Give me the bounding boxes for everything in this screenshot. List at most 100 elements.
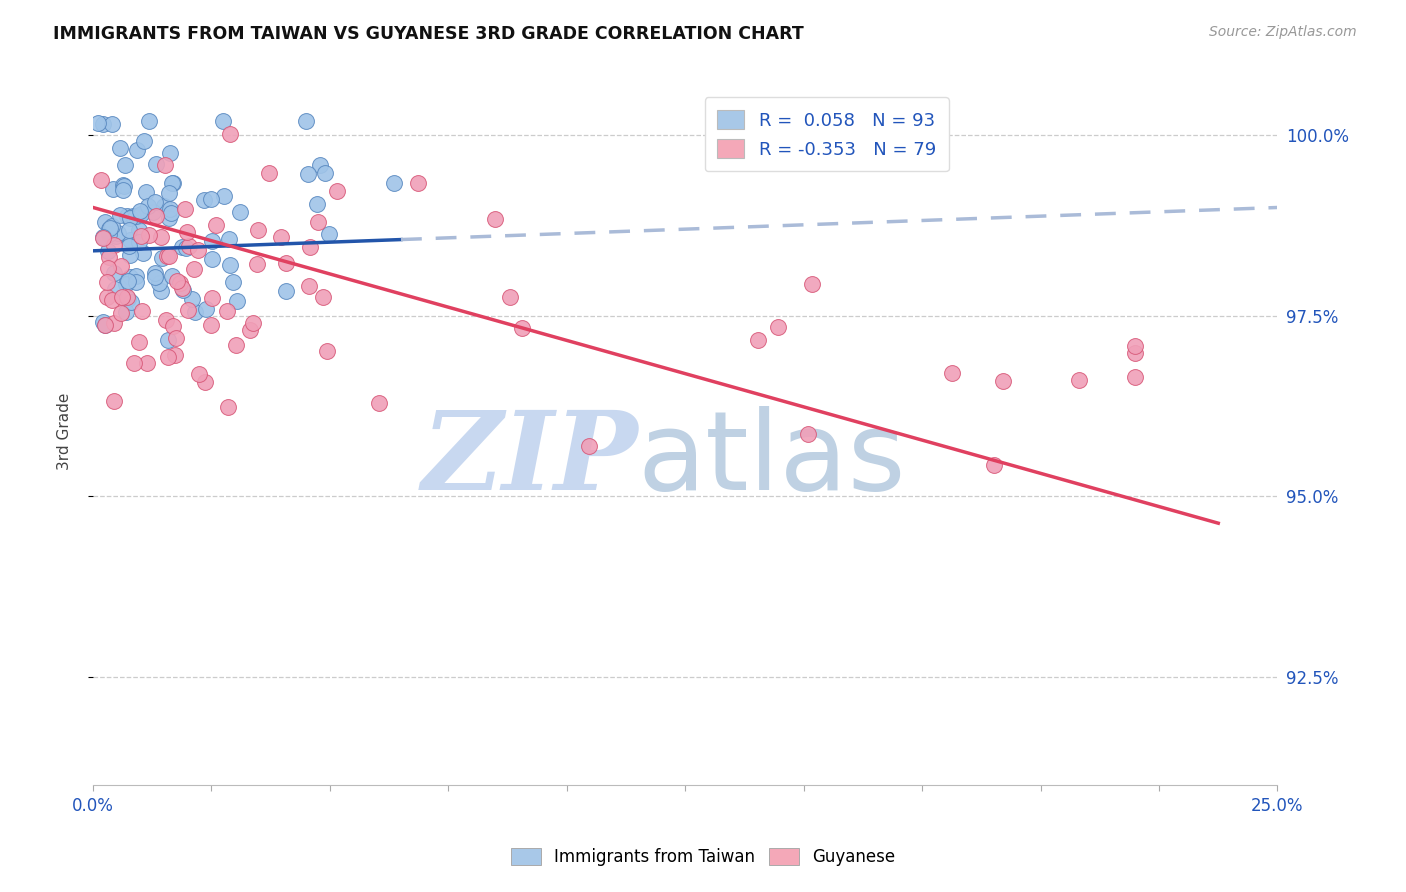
Point bbox=[201, 291, 224, 305]
Point bbox=[184, 305, 207, 319]
Point bbox=[217, 401, 239, 415]
Point bbox=[1125, 370, 1147, 384]
Point bbox=[406, 176, 429, 190]
Point bbox=[118, 239, 141, 253]
Point bbox=[112, 179, 135, 194]
Point bbox=[165, 331, 187, 345]
Point bbox=[125, 275, 148, 289]
Point bbox=[145, 209, 167, 223]
Point bbox=[94, 215, 117, 229]
Point bbox=[91, 117, 114, 131]
Point bbox=[97, 261, 120, 276]
Point bbox=[153, 158, 176, 172]
Point bbox=[312, 290, 335, 304]
Point bbox=[1069, 373, 1091, 387]
Point bbox=[97, 227, 120, 242]
Point bbox=[218, 231, 240, 245]
Point bbox=[316, 343, 339, 358]
Point bbox=[162, 176, 184, 190]
Point bbox=[211, 113, 233, 128]
Point bbox=[294, 113, 316, 128]
Point bbox=[136, 199, 159, 213]
Point bbox=[274, 284, 297, 298]
Point bbox=[162, 318, 184, 333]
Point bbox=[187, 244, 209, 258]
Point bbox=[128, 209, 150, 223]
Point bbox=[131, 303, 153, 318]
Point bbox=[160, 269, 183, 284]
Point bbox=[108, 208, 131, 222]
Point bbox=[225, 338, 247, 352]
Point bbox=[148, 276, 170, 290]
Point bbox=[96, 290, 118, 304]
Point bbox=[112, 183, 135, 197]
Point bbox=[114, 157, 136, 171]
Point bbox=[87, 116, 110, 130]
Point bbox=[159, 202, 181, 216]
Point bbox=[103, 266, 125, 280]
Point bbox=[160, 206, 183, 220]
Point bbox=[201, 234, 224, 248]
Point bbox=[246, 223, 269, 237]
Point bbox=[104, 282, 127, 296]
Point bbox=[134, 134, 156, 148]
Point bbox=[214, 188, 236, 202]
Point bbox=[174, 241, 197, 255]
Legend: Immigrants from Taiwan, Guyanese: Immigrants from Taiwan, Guyanese bbox=[505, 841, 901, 873]
Point bbox=[101, 293, 124, 308]
Point bbox=[122, 209, 145, 223]
Point bbox=[103, 237, 125, 252]
Point bbox=[309, 158, 332, 172]
Point bbox=[96, 275, 118, 289]
Point bbox=[307, 215, 329, 229]
Point bbox=[129, 229, 152, 244]
Point bbox=[128, 203, 150, 218]
Point bbox=[97, 244, 120, 258]
Point bbox=[101, 118, 124, 132]
Point bbox=[91, 315, 114, 329]
Point bbox=[170, 240, 193, 254]
Point bbox=[156, 249, 179, 263]
Point bbox=[111, 178, 134, 192]
Point bbox=[200, 318, 222, 332]
Point bbox=[135, 356, 157, 370]
Point bbox=[120, 295, 142, 310]
Point bbox=[129, 206, 152, 220]
Text: ZIP: ZIP bbox=[422, 406, 638, 514]
Y-axis label: 3rd Grade: 3rd Grade bbox=[58, 392, 72, 470]
Point bbox=[510, 321, 533, 335]
Point bbox=[205, 218, 228, 232]
Point bbox=[219, 127, 242, 141]
Point bbox=[149, 229, 172, 244]
Point bbox=[172, 283, 194, 297]
Point bbox=[299, 240, 322, 254]
Point bbox=[143, 269, 166, 284]
Point bbox=[101, 219, 124, 234]
Point bbox=[499, 290, 522, 304]
Point bbox=[104, 229, 127, 244]
Point bbox=[118, 223, 141, 237]
Point bbox=[143, 266, 166, 280]
Point bbox=[159, 186, 181, 200]
Point bbox=[120, 270, 142, 285]
Point bbox=[107, 227, 129, 241]
Point bbox=[180, 292, 202, 306]
Point bbox=[166, 274, 188, 288]
Point bbox=[125, 210, 148, 224]
Point bbox=[305, 196, 328, 211]
Point bbox=[125, 143, 148, 157]
Point bbox=[98, 250, 121, 264]
Point bbox=[128, 223, 150, 237]
Point bbox=[143, 194, 166, 209]
Point bbox=[117, 210, 139, 224]
Point bbox=[118, 211, 141, 225]
Point bbox=[195, 301, 218, 316]
Point bbox=[91, 231, 114, 245]
Point bbox=[1125, 345, 1147, 359]
Point bbox=[122, 356, 145, 370]
Point bbox=[173, 202, 195, 216]
Text: Source: ZipAtlas.com: Source: ZipAtlas.com bbox=[1209, 25, 1357, 39]
Point bbox=[110, 141, 132, 155]
Point bbox=[155, 313, 177, 327]
Point bbox=[179, 239, 201, 253]
